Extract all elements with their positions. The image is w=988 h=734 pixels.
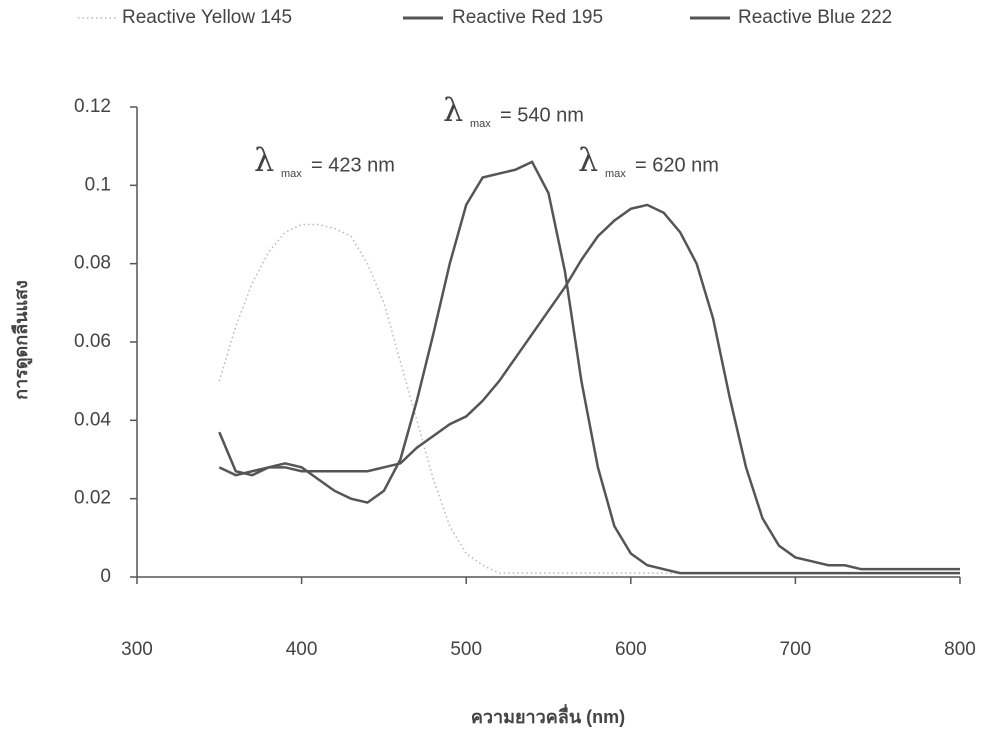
series-line xyxy=(218,203,960,571)
y-tick-label: 0.1 xyxy=(85,174,111,195)
x-tick-label: 600 xyxy=(615,639,647,660)
x-tick-label: 400 xyxy=(286,639,318,660)
annotation-subscript: max xyxy=(605,168,626,180)
annotation-text: = 540 nm xyxy=(500,104,584,126)
annotation-subscript: max xyxy=(281,168,302,180)
series-line xyxy=(218,160,960,575)
series-line xyxy=(218,223,960,574)
annotation-symbol: λ xyxy=(254,141,274,179)
legend-label: Reactive Red 195 xyxy=(452,7,603,28)
annotation-subscript: max xyxy=(470,118,491,130)
annotation-text: = 423 nm xyxy=(311,154,395,176)
y-tick-label: 0.04 xyxy=(74,409,111,430)
y-tick-label: 0 xyxy=(100,566,111,587)
x-tick-label: 700 xyxy=(780,639,812,660)
y-tick-label: 0.06 xyxy=(74,331,111,352)
y-tick-label: 0.12 xyxy=(74,96,111,117)
y-tick-label: 0.02 xyxy=(74,488,111,509)
x-tick-label: 500 xyxy=(450,639,482,660)
legend-label: Reactive Yellow 145 xyxy=(122,7,292,28)
y-tick-label: 0.08 xyxy=(74,253,111,274)
x-tick-label: 800 xyxy=(944,639,976,660)
x-axis-label: ความยาวคลื่น (nm) xyxy=(471,704,625,727)
annotation-symbol: λ xyxy=(578,141,598,179)
x-tick-label: 300 xyxy=(121,639,153,660)
legend-label: Reactive Blue 222 xyxy=(738,7,892,28)
annotation-text: = 620 nm xyxy=(635,154,719,176)
y-axis-label: การดูดกลืนแสง xyxy=(11,280,33,400)
annotation-symbol: λ xyxy=(443,91,463,129)
